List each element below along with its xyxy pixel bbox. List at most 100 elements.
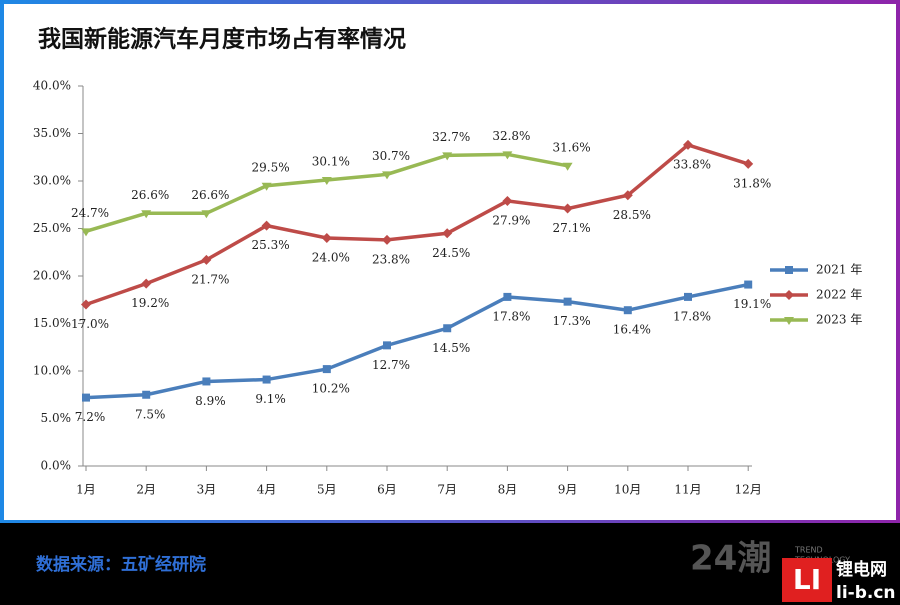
data-label: 26.6% [191,188,229,202]
data-label: 24.5% [432,246,470,260]
footer-band [0,523,900,605]
marker [744,280,753,289]
marker [785,266,793,274]
marker [784,290,794,300]
x-tick-label: 11月 [674,483,701,497]
marker [382,171,392,180]
marker [443,324,452,333]
marker [202,377,211,386]
data-label: 23.8% [372,252,410,266]
data-label: 16.4% [613,323,651,337]
marker [503,292,512,301]
x-tick-label: 4月 [257,483,277,497]
marker [261,182,272,191]
marker [322,365,331,374]
y-tick-label: 35.0% [33,126,71,140]
logo-name: 锂电网 [836,559,887,580]
marker [442,228,453,239]
data-label: 8.9% [195,394,226,408]
legend-label: 2023 年 [816,313,862,327]
marker [261,220,272,231]
data-label: 9.1% [255,392,286,406]
data-label: 32.8% [492,129,530,143]
y-tick-label: 10.0% [33,364,71,378]
data-label: 7.2% [75,410,106,424]
data-label: 25.3% [252,238,290,252]
marker [142,390,151,399]
y-tick-label: 40.0% [33,79,71,93]
marker [502,195,513,206]
data-label: 17.0% [71,317,109,331]
data-label: 27.1% [553,221,591,235]
marker [321,177,332,186]
data-label: 17.8% [492,309,530,323]
data-label: 33.8% [673,157,711,171]
x-tick-label: 8月 [498,483,518,497]
series-line [85,142,749,307]
y-tick-label: 20.0% [33,269,71,283]
data-label: 30.1% [312,155,350,169]
data-label: 32.7% [432,130,470,144]
logo-text: 24潮 [690,539,771,579]
marker [81,228,91,237]
marker [201,210,212,219]
data-label: 26.6% [131,188,169,202]
series-line [85,282,749,400]
logo-sub: TREND [794,546,823,555]
data-label: 17.8% [673,309,711,323]
y-tick-label: 5.0% [41,411,72,425]
data-label: 21.7% [191,272,229,286]
logo-mark: LI [793,563,821,596]
marker [743,158,754,169]
marker [141,278,152,289]
legend-label: 2022 年 [816,288,862,302]
data-label: 29.5% [252,160,290,174]
y-tick-label: 15.0% [33,316,71,330]
x-tick-label: 10月 [614,483,641,497]
data-label: 28.5% [613,208,651,222]
data-label: 27.9% [492,213,530,227]
data-label: 14.5% [432,341,470,355]
y-tick-label: 0.0% [41,459,72,473]
data-label: 7.5% [135,407,166,421]
data-label: 10.2% [312,382,350,396]
data-label: 24.0% [312,251,350,265]
x-tick-label: 2月 [136,483,156,497]
marker [622,190,633,201]
marker [684,292,692,301]
marker [562,203,573,214]
data-label: 12.7% [372,358,410,372]
logo-box [782,558,832,602]
logo-url: li-b.cn [836,583,896,603]
marker [683,139,693,150]
marker [262,375,271,384]
x-tick-label: 7月 [437,483,457,497]
data-label: 31.8% [733,176,771,190]
marker [502,151,513,160]
y-tick-label: 30.0% [33,174,71,188]
marker [201,254,212,265]
marker [81,299,91,310]
source: 数据来源：五矿经研院 [36,554,206,575]
marker [562,162,573,171]
marker [321,233,332,243]
legend-label: 2021 年 [816,263,862,277]
x-tick-label: 9月 [558,483,578,497]
marker [442,152,453,161]
marker [784,317,794,325]
marker [383,341,391,350]
data-label: 17.3% [553,314,591,328]
data-label: 30.7% [372,149,410,163]
data-label: 19.2% [131,296,169,310]
x-tick-label: 12月 [735,483,762,497]
x-tick-label: 1月 [76,483,96,497]
marker [382,234,392,245]
frame [0,0,900,524]
chart-title: 我国新能源汽车月度市场占有率情况 [38,26,406,53]
x-tick-label: 5月 [317,483,337,497]
data-label: 31.6% [553,140,591,154]
marker [623,306,632,315]
marker [141,210,152,219]
